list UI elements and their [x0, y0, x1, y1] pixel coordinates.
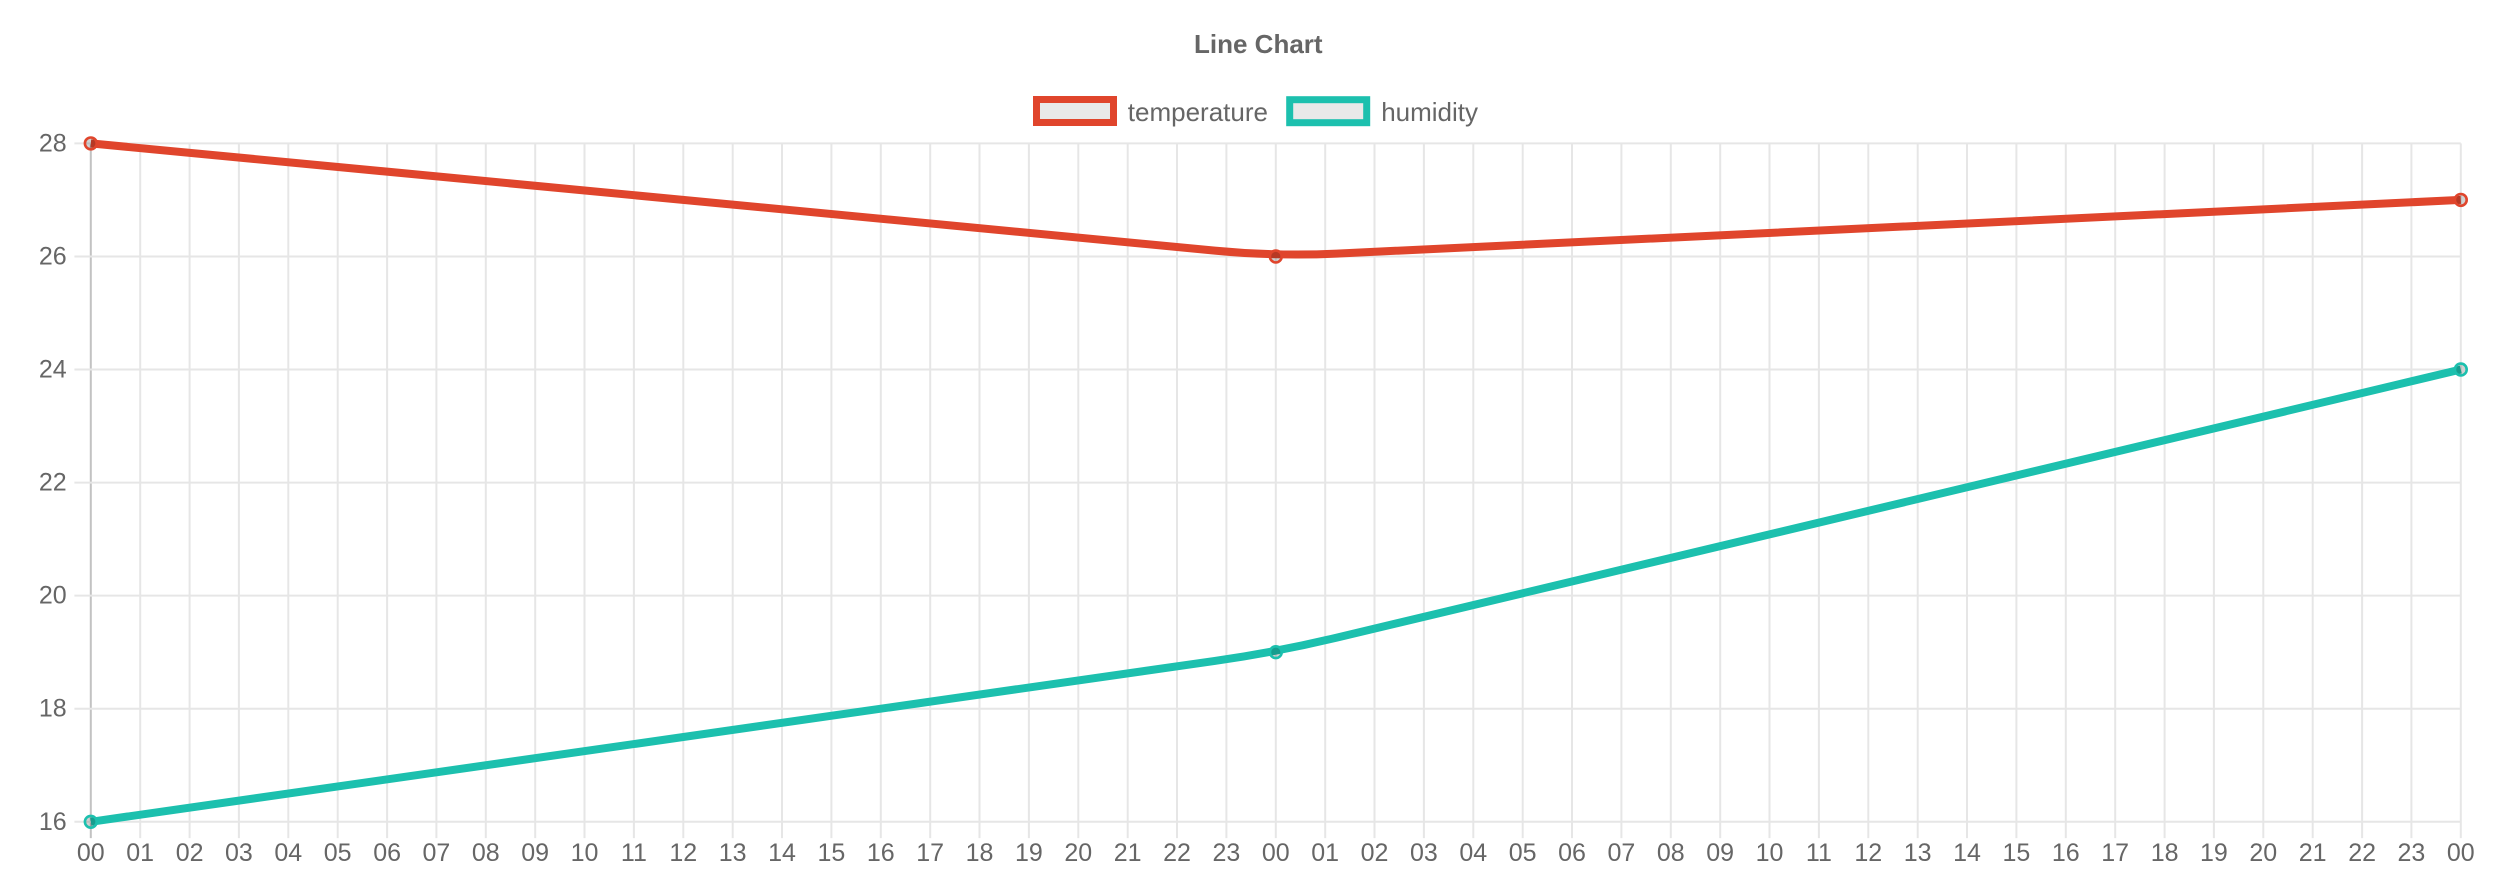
svg-text:28: 28	[39, 129, 67, 157]
svg-text:26: 26	[39, 243, 67, 271]
svg-text:Line Chart: Line Chart	[1194, 29, 1323, 59]
svg-text:04: 04	[1459, 839, 1487, 867]
svg-text:22: 22	[1163, 839, 1191, 867]
svg-text:08: 08	[1657, 839, 1685, 867]
svg-text:03: 03	[1410, 839, 1438, 867]
svg-text:00: 00	[2447, 839, 2475, 867]
svg-text:19: 19	[1015, 839, 1043, 867]
svg-text:16: 16	[2052, 839, 2080, 867]
svg-text:17: 17	[916, 839, 944, 867]
svg-text:06: 06	[1558, 839, 1586, 867]
svg-text:10: 10	[1756, 839, 1784, 867]
svg-text:13: 13	[719, 839, 747, 867]
svg-text:19: 19	[2200, 839, 2228, 867]
svg-text:07: 07	[1607, 839, 1635, 867]
svg-text:15: 15	[817, 839, 845, 867]
svg-text:01: 01	[1311, 839, 1339, 867]
svg-text:21: 21	[2299, 839, 2327, 867]
svg-text:08: 08	[472, 839, 500, 867]
svg-text:11: 11	[1806, 839, 1832, 867]
svg-text:24: 24	[39, 356, 67, 384]
svg-text:12: 12	[669, 839, 697, 867]
svg-text:07: 07	[422, 839, 450, 867]
svg-text:01: 01	[126, 839, 154, 867]
svg-text:11: 11	[621, 839, 647, 867]
svg-text:humidity: humidity	[1381, 97, 1478, 127]
svg-text:21: 21	[1114, 839, 1142, 867]
svg-text:04: 04	[274, 839, 302, 867]
svg-text:09: 09	[1706, 839, 1734, 867]
svg-text:15: 15	[2002, 839, 2030, 867]
svg-text:22: 22	[2348, 839, 2376, 867]
svg-text:14: 14	[1953, 839, 1981, 867]
svg-text:05: 05	[1509, 839, 1537, 867]
svg-text:22: 22	[39, 469, 67, 497]
svg-text:16: 16	[39, 808, 67, 836]
svg-text:00: 00	[77, 839, 105, 867]
svg-text:18: 18	[966, 839, 994, 867]
svg-text:12: 12	[1854, 839, 1882, 867]
svg-text:20: 20	[2249, 839, 2277, 867]
svg-text:18: 18	[2151, 839, 2179, 867]
svg-text:23: 23	[2397, 839, 2425, 867]
svg-text:18: 18	[39, 695, 67, 723]
svg-text:02: 02	[1361, 839, 1389, 867]
svg-text:10: 10	[571, 839, 599, 867]
svg-text:09: 09	[521, 839, 549, 867]
svg-text:00: 00	[1262, 839, 1290, 867]
svg-text:02: 02	[176, 839, 204, 867]
svg-text:13: 13	[1904, 839, 1932, 867]
svg-text:23: 23	[1212, 839, 1240, 867]
svg-text:06: 06	[373, 839, 401, 867]
svg-text:20: 20	[1064, 839, 1092, 867]
svg-text:05: 05	[324, 839, 352, 867]
svg-text:temperature: temperature	[1128, 97, 1268, 127]
svg-text:17: 17	[2101, 839, 2129, 867]
svg-text:16: 16	[867, 839, 895, 867]
svg-text:14: 14	[768, 839, 796, 867]
svg-text:03: 03	[225, 839, 253, 867]
svg-text:20: 20	[39, 582, 67, 610]
